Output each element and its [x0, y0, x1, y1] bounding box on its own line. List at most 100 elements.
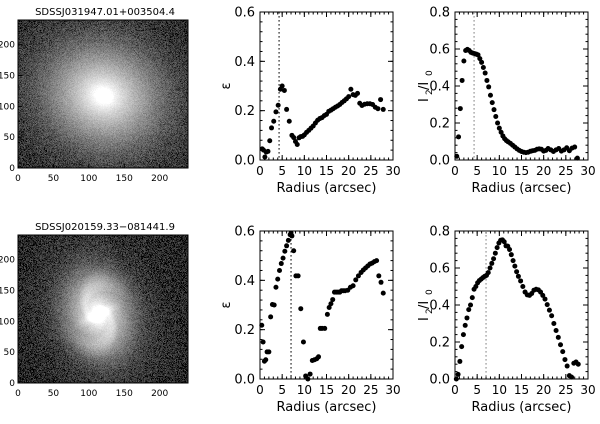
- y-axis-label-I2: I: [417, 317, 432, 321]
- data-point: [286, 118, 292, 124]
- data-point: [507, 247, 513, 252]
- image-xtick-label: 150: [116, 174, 133, 184]
- data-point: [268, 314, 274, 320]
- data-point: [542, 296, 548, 302]
- data-point: [468, 302, 474, 308]
- data-point: [454, 153, 460, 159]
- x-tick-label: 20: [341, 164, 356, 178]
- data-point: [510, 258, 516, 264]
- data-point: [549, 313, 555, 319]
- data-point: [551, 321, 557, 326]
- y-tick-label: 0.0: [234, 154, 255, 169]
- x-tick-label: 20: [536, 383, 551, 397]
- data-point: [378, 97, 384, 103]
- y-tick-label: 0.6: [429, 262, 450, 277]
- image-top-axes: 0 50 100 150 200 0 50 100 150 200: [0, 41, 169, 184]
- image-ytick-label: 0: [9, 379, 15, 389]
- image-xtick-label: 200: [151, 389, 168, 399]
- data-point: [328, 301, 334, 307]
- data-point: [271, 302, 277, 308]
- data-point: [520, 284, 526, 289]
- data-point: [492, 250, 498, 256]
- data-point: [269, 125, 275, 131]
- x-tick-label: 5: [473, 164, 481, 178]
- data-point: [375, 106, 381, 112]
- image-bottom-title: SDSSJ020159.33−081441.9: [35, 222, 175, 233]
- data-point: [275, 102, 281, 108]
- y-axis-label: ε: [219, 82, 234, 89]
- data-point: [280, 255, 286, 261]
- x-tick-label: 20: [341, 383, 356, 397]
- data-point: [498, 129, 504, 135]
- data-point: [453, 376, 459, 382]
- data-point: [484, 77, 490, 83]
- eps-top-svg: 0 5 10 15 20 25 30 0.0 0.2 0.4 0.6 Radius (arcsec) ε: [219, 6, 401, 197]
- data-point: [281, 87, 287, 93]
- image-xtick-label: 100: [80, 174, 97, 184]
- data-point: [487, 92, 493, 98]
- data-point: [560, 349, 566, 355]
- data-point: [459, 77, 465, 83]
- x-axis-label: Radius (arcsec): [277, 181, 377, 196]
- image-top-title: SDSSJ031947.01+003504.4: [35, 7, 175, 18]
- data-point: [316, 354, 322, 360]
- y-tick-label: 0.4: [429, 80, 450, 95]
- x-axis-label: Radius (arcsec): [277, 400, 377, 415]
- x-tick-label: 30: [385, 164, 400, 178]
- eps-bottom-svg: 0 5 10 15 20 25 30 0.0 0.2 0.4 0.6 Radius (arcsec) ε: [219, 225, 401, 416]
- data-point: [489, 260, 495, 266]
- data-point: [326, 304, 332, 310]
- data-point: [322, 325, 328, 331]
- image-ytick-label: 50: [4, 348, 16, 358]
- x-axis-label: Radius (arcsec): [472, 400, 572, 415]
- image-xtick-label: 150: [116, 389, 133, 399]
- data-point: [279, 83, 285, 89]
- x-tick-label: 10: [492, 383, 507, 397]
- image-xtick-label: 50: [48, 174, 60, 184]
- data-point: [277, 267, 283, 273]
- data-point: [330, 297, 336, 303]
- y-tick-label: 0.4: [429, 299, 450, 314]
- data-point: [346, 94, 352, 100]
- y-tick-label: 0.2: [234, 323, 255, 338]
- data-point: [291, 135, 297, 141]
- data-point: [464, 315, 470, 321]
- x-tick-label: 30: [580, 383, 595, 397]
- x-tick-label: 15: [319, 383, 334, 397]
- data-point: [457, 106, 463, 112]
- data-point: [487, 265, 493, 271]
- data-point: [457, 358, 463, 364]
- data-point: [575, 361, 581, 367]
- y-axis-label-slash: /I: [417, 301, 432, 309]
- image-ytick-label: 200: [0, 41, 15, 51]
- y-axis-label-sub0: 0: [425, 70, 435, 76]
- x-tick-label: 30: [580, 164, 595, 178]
- image-ytick-label: 150: [0, 287, 15, 297]
- x-tick-label: 15: [514, 164, 529, 178]
- data-point: [374, 258, 380, 264]
- data-point: [298, 306, 304, 312]
- data-point: [266, 349, 272, 355]
- data-point: [473, 284, 479, 289]
- image-bottom-axes: 0 50 100 150 200 0 50 100 150 200: [0, 256, 169, 399]
- y-tick-label: 0.2: [234, 104, 255, 119]
- data-points: [259, 230, 386, 382]
- y-tick-label: 0.8: [429, 6, 450, 21]
- x-tick-label: 20: [536, 164, 551, 178]
- data-point: [485, 270, 491, 276]
- data-point: [480, 65, 486, 70]
- data-point: [376, 273, 382, 279]
- data-point: [353, 277, 359, 283]
- data-point: [486, 84, 492, 90]
- panel-image-bottom: SDSSJ020159.33−081441.9 0 50 100 150 200 0 50 1…: [0, 215, 210, 420]
- data-point: [491, 256, 497, 262]
- data-point: [479, 59, 485, 65]
- data-points: [454, 46, 580, 161]
- x-tick-label: 25: [363, 164, 378, 178]
- image-ytick-label: 100: [0, 102, 15, 112]
- data-point: [512, 263, 518, 269]
- image-ytick-label: 0: [9, 164, 15, 174]
- data-point: [348, 86, 354, 92]
